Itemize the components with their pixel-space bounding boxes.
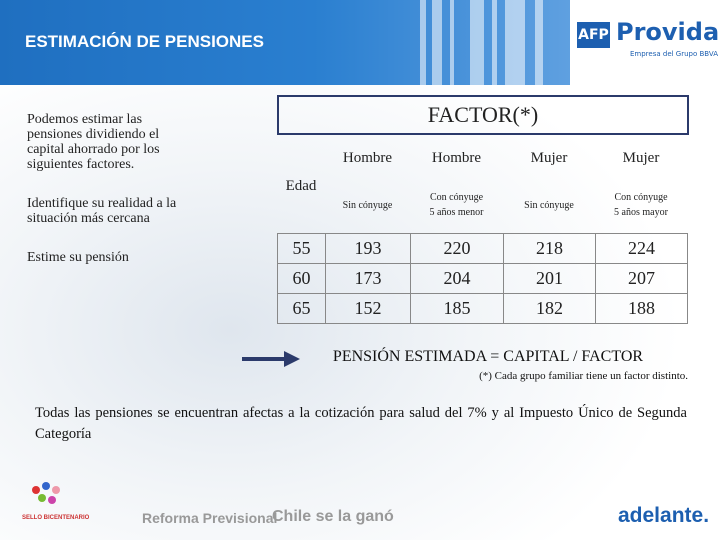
status-line: Con cónyuge (614, 192, 668, 203)
factor-cell: 218 (503, 233, 596, 264)
factor-cell: 188 (595, 293, 688, 324)
intro-text: Estime su pensión (27, 250, 129, 265)
seal-icon (32, 482, 60, 504)
factor-cell: 173 (325, 263, 411, 294)
intro-text: Identifique su realidad a la situación m… (27, 196, 177, 226)
status-line: Sin cónyuge (342, 200, 393, 211)
factor-cell: 152 (325, 293, 411, 324)
arrow (242, 351, 300, 367)
factor-cell: 182 (503, 293, 596, 324)
column-status: Con cónyuge 5 años mayor (595, 190, 687, 220)
factor-cell: 220 (410, 233, 504, 264)
footnote: (*) Cada grupo familiar tiene un factor … (479, 370, 688, 382)
note: Todas las pensiones se encuentran afecta… (35, 405, 687, 442)
column-status: Con cónyuge 5 años menor (410, 190, 503, 220)
seal-text: SELLO BICENTENARIO (22, 515, 90, 521)
column-sex: Hombre (431, 150, 482, 166)
factor-cell: 185 (410, 293, 504, 324)
column-sex: Hombre (342, 150, 393, 166)
factor-cell: 224 (595, 233, 688, 264)
age-cell: 65 (277, 293, 326, 324)
table-title: FACTOR(*) (277, 95, 689, 135)
column-sex: Mujer (622, 150, 660, 166)
factor-cell: 204 (410, 263, 504, 294)
logo-subtitle: Empresa del Grupo BBVA (630, 50, 719, 58)
footer-chile: Chile se la ganó (272, 508, 394, 525)
footer-adelante: adelante. (618, 504, 710, 527)
status-line: Sin cónyuge (524, 200, 574, 211)
intro-text: Podemos estimar las pensiones dividiendo… (27, 112, 160, 172)
column-status: Sin cónyuge (325, 198, 410, 213)
formula: PENSIÓN ESTIMADA = CAPITAL / FACTOR (332, 348, 644, 365)
logo-name: Provida (616, 18, 720, 46)
factor-cell: 201 (503, 263, 596, 294)
status-line: Con cónyuge (429, 192, 484, 203)
column-status: Sin cónyuge (503, 198, 595, 213)
header-banner (0, 0, 570, 85)
status-line: 5 años mayor (614, 207, 668, 218)
age-label: Edad (285, 178, 317, 194)
logo-afp: AFP (577, 22, 610, 48)
age-cell: 60 (277, 263, 326, 294)
status-line: 5 años menor (429, 207, 484, 218)
factor-cell: 193 (325, 233, 411, 264)
slide-title: ESTIMACIÓN DE PENSIONES (25, 32, 264, 51)
column-sex: Mujer (530, 150, 568, 166)
factor-cell: 207 (595, 263, 688, 294)
footer-reform: Reforma Previsional (142, 510, 278, 526)
age-cell: 55 (277, 233, 326, 264)
